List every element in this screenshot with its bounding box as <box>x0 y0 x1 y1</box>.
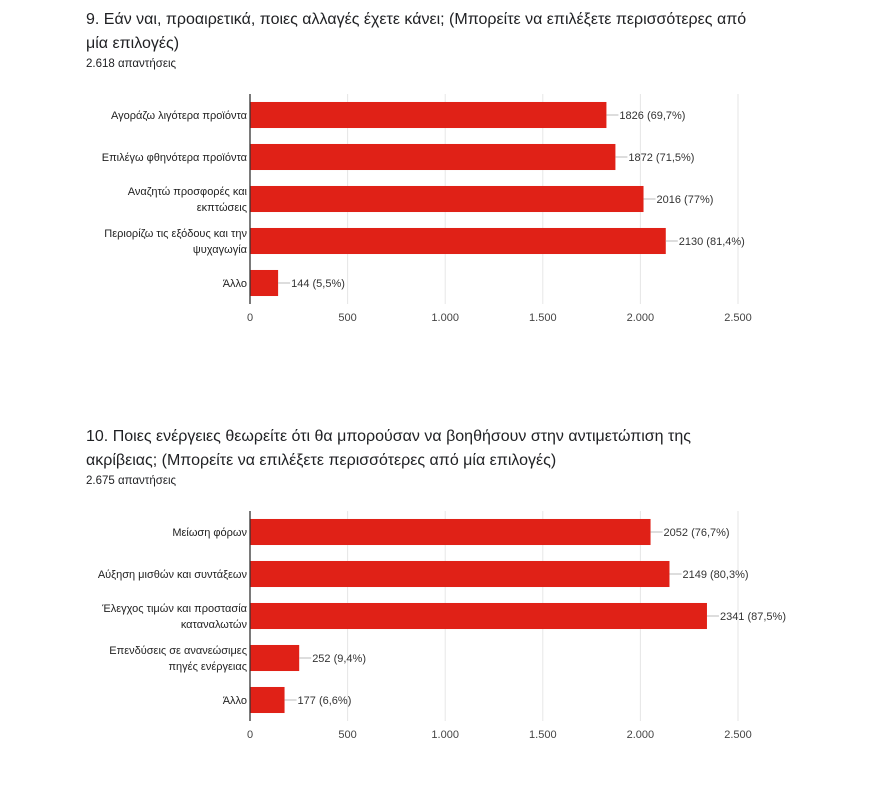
question-title-line-1: 10. Ποιες ενέργειες θεωρείτε ότι θα μπορ… <box>86 428 691 445</box>
bar-chart-question-9: 1826 (69,7%) Αγοράζω λιγότερα προϊόντα 187… <box>102 94 752 324</box>
category-label: Επενδύσεις σε ανανεώσιμες <box>109 645 247 657</box>
category-label: εκπτώσεις <box>197 202 247 214</box>
data-label: 2341 (87,5%) <box>720 611 786 623</box>
x-tick-label: 0 <box>247 312 253 324</box>
question-title-line-2: μία επιλογές) <box>86 35 180 52</box>
category-label: Αύξηση μισθών και συντάξεων <box>98 569 248 581</box>
x-tick-label: 1.500 <box>529 312 557 324</box>
category-label: Έλεγχος τιμών και προστασία <box>101 603 248 615</box>
bar <box>250 644 300 672</box>
question-title: 10. Ποιες ενέργειες θεωρείτε ότι θα μπορ… <box>86 425 806 473</box>
x-tick-label: 2.000 <box>627 312 655 324</box>
data-label: 2052 (76,7%) <box>664 527 730 539</box>
data-label: 252 (9,4%) <box>312 653 366 665</box>
x-tick-label: 500 <box>338 312 356 324</box>
category-label: Αγοράζω λιγότερα προϊόντα <box>111 110 248 122</box>
response-count: 2.675 απαντήσεις <box>86 475 177 487</box>
category-label: Άλλο <box>223 695 247 707</box>
x-tick-label: 2.500 <box>724 729 752 741</box>
category-label: ψυχαγωγία <box>193 244 248 256</box>
bar <box>250 686 285 714</box>
x-tick-label: 1.000 <box>431 312 459 324</box>
question-title-line-1: 9. Εάν ναι, προαιρετικά, ποιες αλλαγές έ… <box>86 11 747 28</box>
category-label: Μείωση φόρων <box>172 527 247 539</box>
data-label: 1826 (69,7%) <box>619 110 685 122</box>
bar <box>250 227 666 255</box>
data-label: 177 (6,6%) <box>298 695 352 707</box>
bar <box>250 143 616 171</box>
data-label: 1872 (71,5%) <box>628 152 694 164</box>
category-label: Αναζητώ προσφορές και <box>128 186 248 198</box>
question-title-line-2: ακρίβειας; (Μπορείτε να επιλέξετε περισσ… <box>86 452 557 469</box>
x-tick-label: 500 <box>338 729 356 741</box>
data-label: 2016 (77%) <box>657 194 714 206</box>
data-label: 2149 (80,3%) <box>682 569 748 581</box>
question-title: 9. Εάν ναι, προαιρετικά, ποιες αλλαγές έ… <box>86 8 806 56</box>
question-9-header: 9. Εάν ναι, προαιρετικά, ποιες αλλαγές έ… <box>86 8 806 70</box>
bar <box>250 269 279 297</box>
category-label: πηγές ενέργειας <box>168 661 247 673</box>
x-tick-label: 1.000 <box>431 729 459 741</box>
question-10-header: 10. Ποιες ενέργειες θεωρείτε ότι θα μπορ… <box>86 425 806 487</box>
bar <box>250 518 651 546</box>
category-label: Περιορίζω τις εξόδους και την <box>104 228 247 240</box>
x-tick-label: 1.500 <box>529 729 557 741</box>
x-tick-label: 2.000 <box>627 729 655 741</box>
x-tick-label: 2.500 <box>724 312 752 324</box>
bar <box>250 560 670 588</box>
category-label: Άλλο <box>223 278 247 290</box>
bar <box>250 101 607 129</box>
response-count: 2.618 απαντήσεις <box>86 58 177 70</box>
data-label: 2130 (81,4%) <box>679 236 745 248</box>
bar <box>250 602 707 630</box>
category-label: καταναλωτών <box>181 619 248 631</box>
category-label: Επιλέγω φθηνότερα προϊόντα <box>102 152 248 164</box>
bar <box>250 185 644 213</box>
data-label: 144 (5,5%) <box>291 278 345 290</box>
x-tick-label: 0 <box>247 729 253 741</box>
bar-chart-question-10: 2052 (76,7%) Μείωση φόρων 2149 (80,3%) Αύξη… <box>98 511 786 741</box>
